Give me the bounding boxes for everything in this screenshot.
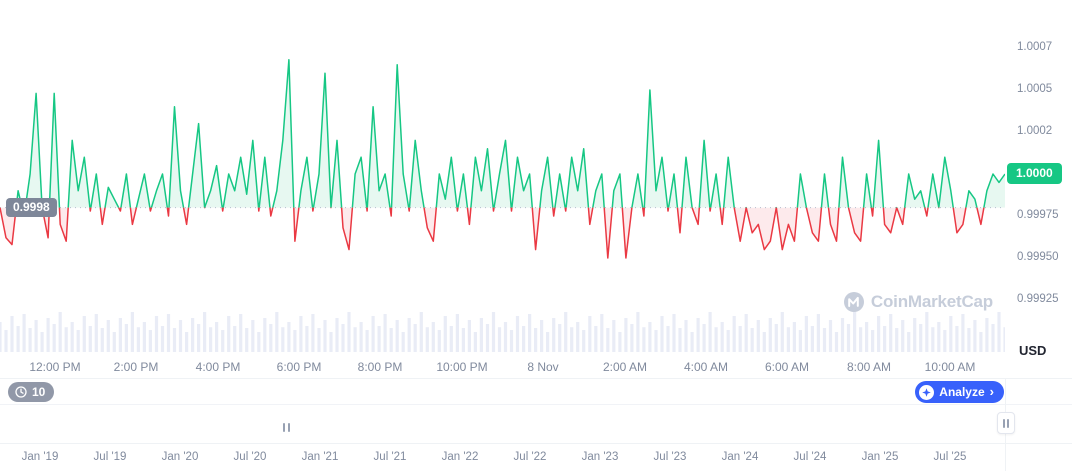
y-axis-label: 1.0002	[1017, 125, 1053, 137]
x-axis-label: 4:00 PM	[195, 360, 241, 374]
x-axis-label: 8 Nov	[527, 360, 559, 374]
date-label: Jul '21	[373, 451, 407, 463]
x-axis-label: 2:00 PM	[113, 360, 159, 374]
date-label: Jul '20	[233, 451, 267, 463]
date-label: Jul '25	[933, 451, 967, 463]
divider	[0, 404, 1072, 405]
analyze-button[interactable]: Analyze ›	[915, 381, 1004, 403]
chevron-right-icon: ›	[989, 384, 994, 399]
chart-area[interactable]: 0.9998 CoinMarketCap 12:00 PM 2:00 PM 4:00…	[0, 0, 1005, 378]
y-axis-label: 0.99950	[1017, 251, 1059, 263]
date-label: Jan '21	[301, 451, 339, 463]
date-label: Jan '22	[441, 451, 479, 463]
current-price-badge: 1.0000	[1007, 163, 1062, 184]
x-axis-label: 4:00 AM	[683, 360, 729, 374]
analyze-label: Analyze	[939, 385, 985, 399]
y-axis-label: 0.99975	[1017, 209, 1059, 221]
x-axis-label: 6:00 PM	[276, 360, 322, 374]
x-axis: 12:00 PM 2:00 PM 4:00 PM 6:00 PM 8:00 PM 10:0…	[0, 357, 1005, 375]
x-axis-label: 12:00 PM	[29, 360, 81, 374]
date-label: Jan '24	[721, 451, 759, 463]
navigator-handle[interactable]	[283, 423, 290, 432]
date-label: Jul '19	[93, 451, 127, 463]
baseline-price-badge: 0.9998	[6, 198, 57, 217]
x-axis-label: 10:00 AM	[924, 360, 976, 374]
history-badge[interactable]: 10	[8, 382, 55, 402]
navigator[interactable]: 10 Analyze › Jan '19 Jul '19 Jan '20 Jul '2…	[0, 378, 1072, 471]
x-axis-label: 6:00 AM	[764, 360, 810, 374]
history-clock-icon	[15, 386, 27, 398]
price-chart-svg[interactable]	[0, 0, 1005, 356]
date-label: Jul '23	[653, 451, 687, 463]
x-axis-label: 8:00 AM	[846, 360, 892, 374]
date-label: Jan '23	[581, 451, 619, 463]
date-label: Jul '24	[793, 451, 827, 463]
date-scale: Jan '19 Jul '19 Jan '20 Jul '20 Jan '21 Jul '…	[0, 443, 1072, 472]
history-count: 10	[32, 385, 46, 399]
coinmarketcap-logo-icon	[843, 292, 864, 312]
y-axis-label: 1.0007	[1017, 41, 1053, 53]
date-label: Jul '22	[513, 451, 547, 463]
date-label: Jan '20	[161, 451, 199, 463]
y-axis-label: 0.99925	[1017, 293, 1059, 305]
x-axis-label: 8:00 PM	[357, 360, 403, 374]
date-label: Jan '25	[861, 451, 899, 463]
usd-label: USD	[1019, 343, 1047, 358]
y-axis-label: 1.0005	[1017, 83, 1053, 95]
date-label: Jan '19	[21, 451, 59, 463]
x-axis-label: 10:00 PM	[436, 360, 488, 374]
right-axis: 1.0007 1.0005 1.0002 0.99975 0.99950 0.99925 …	[1005, 0, 1072, 378]
scrollbar-thumb[interactable]	[997, 412, 1015, 434]
x-axis-label: 2:00 AM	[602, 360, 648, 374]
watermark-text: CoinMarketCap	[870, 292, 993, 311]
watermark: CoinMarketCap	[843, 291, 993, 313]
analyze-icon	[919, 384, 935, 400]
